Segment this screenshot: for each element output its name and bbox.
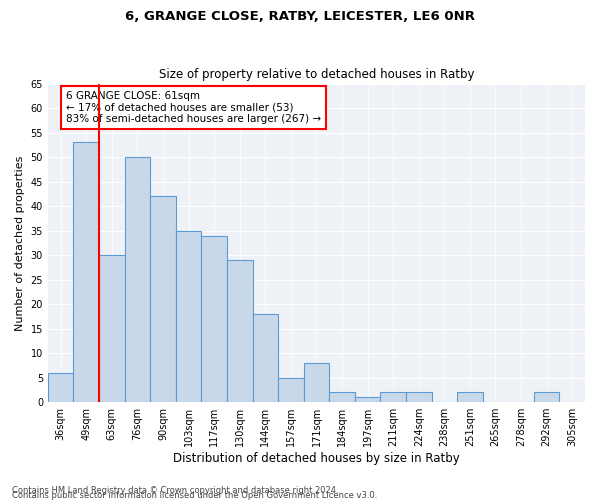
Bar — [73, 142, 99, 402]
Bar — [457, 392, 482, 402]
Bar — [125, 157, 150, 402]
Bar — [329, 392, 355, 402]
Bar — [534, 392, 559, 402]
Bar — [355, 398, 380, 402]
Bar — [380, 392, 406, 402]
Bar — [202, 236, 227, 402]
Bar — [253, 314, 278, 402]
Bar — [406, 392, 431, 402]
Bar — [227, 260, 253, 402]
Y-axis label: Number of detached properties: Number of detached properties — [15, 155, 25, 330]
Text: 6 GRANGE CLOSE: 61sqm
← 17% of detached houses are smaller (53)
83% of semi-deta: 6 GRANGE CLOSE: 61sqm ← 17% of detached … — [66, 91, 321, 124]
Text: Contains HM Land Registry data © Crown copyright and database right 2024.: Contains HM Land Registry data © Crown c… — [12, 486, 338, 495]
X-axis label: Distribution of detached houses by size in Ratby: Distribution of detached houses by size … — [173, 452, 460, 465]
Bar — [176, 230, 202, 402]
Text: 6, GRANGE CLOSE, RATBY, LEICESTER, LE6 0NR: 6, GRANGE CLOSE, RATBY, LEICESTER, LE6 0… — [125, 10, 475, 23]
Bar — [48, 373, 73, 402]
Title: Size of property relative to detached houses in Ratby: Size of property relative to detached ho… — [159, 68, 474, 81]
Bar — [99, 255, 125, 402]
Bar — [304, 363, 329, 402]
Bar — [278, 378, 304, 402]
Bar — [150, 196, 176, 402]
Text: Contains public sector information licensed under the Open Government Licence v3: Contains public sector information licen… — [12, 491, 377, 500]
